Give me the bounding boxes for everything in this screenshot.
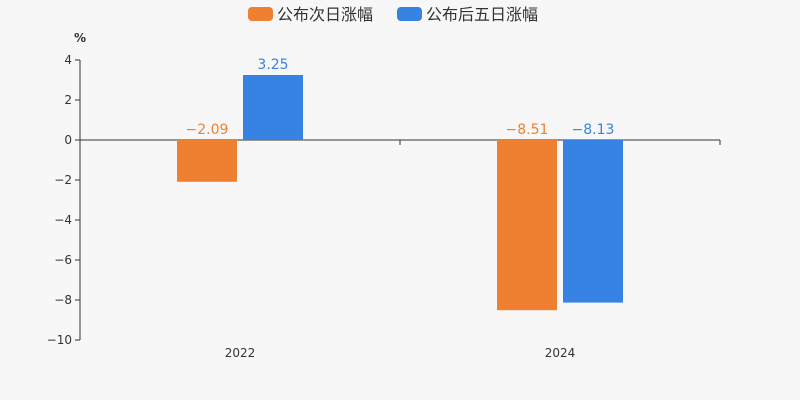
x-tick-label: 2024 (545, 346, 576, 360)
y-axis: 4 2 0 −2 −4 −6 −8 −10 (47, 53, 81, 347)
x-axis: 2022 2024 (79, 139, 721, 360)
x-tick-label: 2022 (225, 346, 256, 360)
data-label-2024-series-1: −8.51 (506, 122, 549, 138)
y-axis-unit-label: % (74, 31, 86, 45)
y-tick-label: 2 (64, 93, 72, 107)
bars (177, 75, 623, 311)
legend-swatch-1 (248, 7, 273, 21)
legend-label-2: 公布后五日涨幅 (426, 5, 538, 24)
y-tick-label: −8 (54, 293, 72, 307)
legend-swatch-2 (397, 7, 422, 21)
data-label-2022-series-2: 3.25 (257, 57, 288, 73)
data-labels: −2.09 3.25 −8.51 −8.13 (186, 57, 615, 138)
data-label-2022-series-1: −2.09 (186, 122, 229, 138)
y-tick-label: −4 (54, 213, 72, 227)
bar-2022-series-1 (177, 140, 237, 182)
y-tick-label: 4 (64, 53, 72, 67)
data-label-2024-series-2: −8.13 (572, 122, 615, 138)
y-tick-label: 0 (64, 133, 72, 147)
y-tick-label: −10 (47, 333, 72, 347)
y-tick-label: −2 (54, 173, 72, 187)
legend-label-1: 公布次日涨幅 (277, 5, 373, 24)
bar-2022-series-2 (243, 75, 303, 140)
bar-2024-series-1 (497, 140, 557, 311)
bar-2024-series-2 (563, 140, 623, 303)
y-tick-label: −6 (54, 253, 72, 267)
legend: 公布次日涨幅 公布后五日涨幅 (248, 5, 538, 24)
